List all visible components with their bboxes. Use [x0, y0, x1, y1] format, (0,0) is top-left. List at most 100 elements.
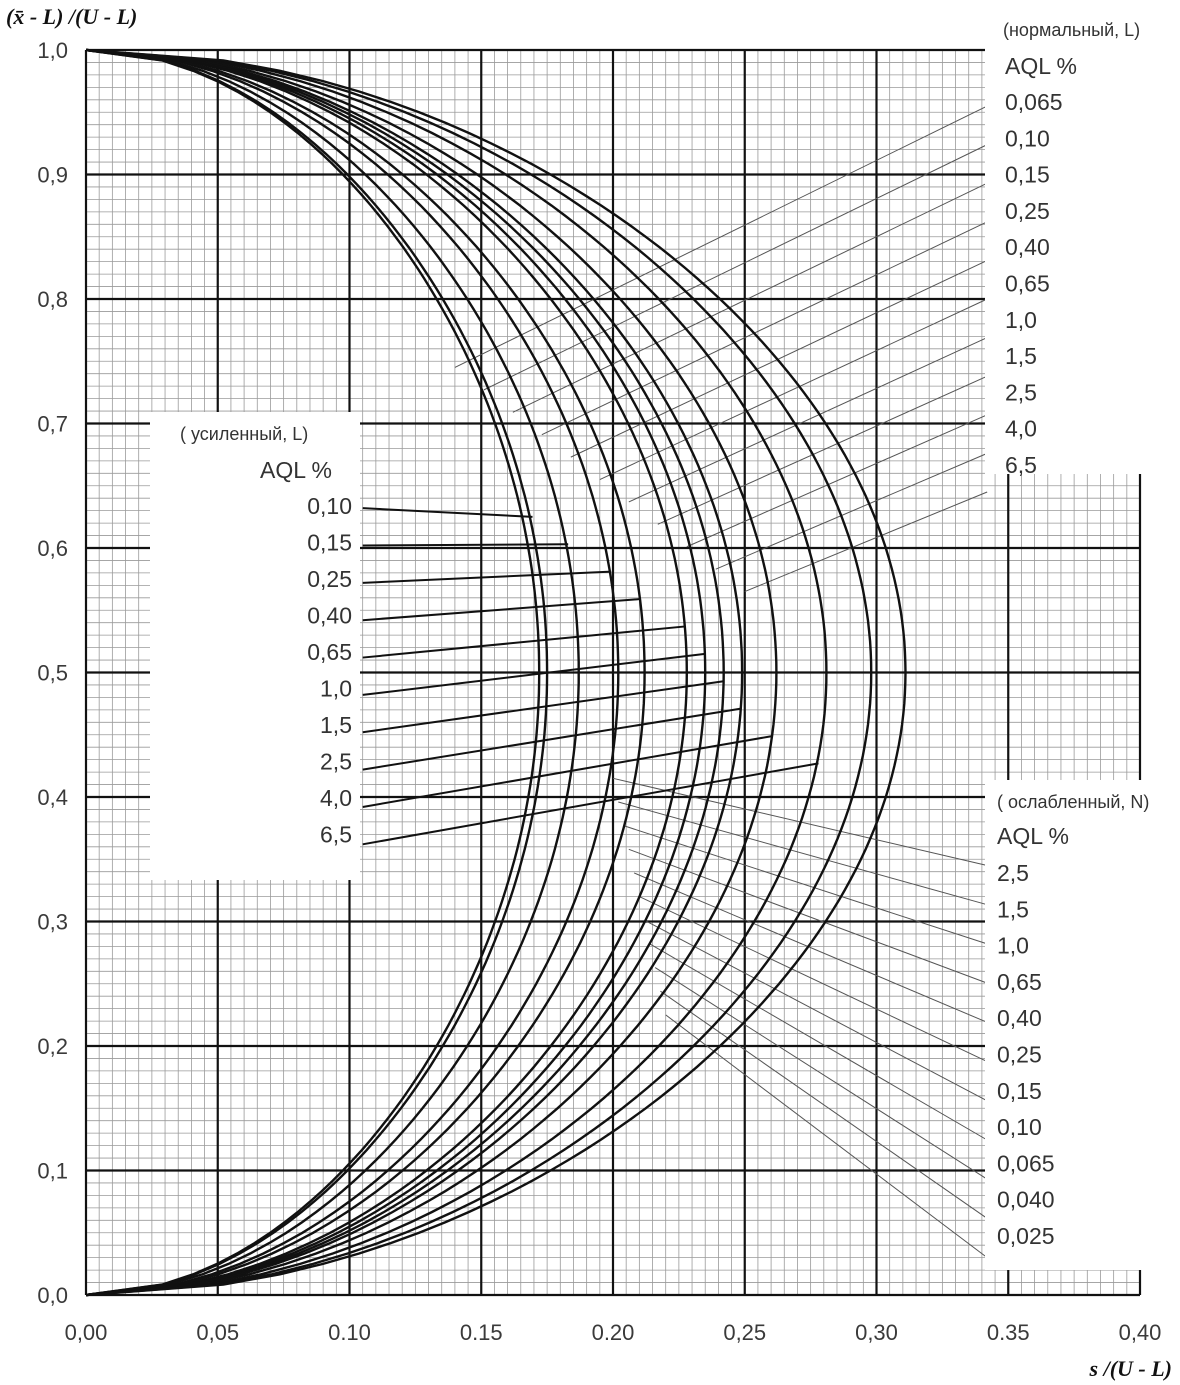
reduced-aql-level: 1,5 [997, 896, 1029, 922]
y-tick-label: 0,4 [37, 785, 68, 810]
normal-aql-level: 1,5 [1005, 343, 1037, 369]
acceptance-curve [85, 48, 725, 1297]
x-tick-label: 0,00 [65, 1320, 108, 1345]
normal-label-panel [985, 14, 1180, 474]
normal-aql-labels: (нормальный, L) AQL % 0,065 0,10 0,15 0,25 0… [1003, 20, 1140, 478]
x-tick-label: 0.15 [460, 1320, 503, 1345]
acceptance-curve [85, 48, 646, 1297]
tightened-leader-line [362, 507, 533, 518]
acceptance-curves [85, 48, 907, 1297]
y-tick-label: 0,5 [37, 661, 68, 686]
tightened-aql-level: 0,10 [307, 493, 352, 519]
y-tick-label: 0,7 [37, 412, 68, 437]
normal-guide-line [483, 144, 988, 391]
normal-aql-level: 0,15 [1005, 162, 1050, 188]
tightened-aql-level: 6,5 [320, 822, 352, 848]
x-tick-label: 0.10 [328, 1320, 371, 1345]
acceptance-curve [85, 48, 541, 1297]
normal-aql-level: 0,10 [1005, 125, 1050, 151]
x-tick-label: 0,25 [723, 1320, 766, 1345]
tightened-aql-level: 1,0 [320, 676, 352, 702]
normal-aql-level: 6,5 [1005, 452, 1037, 478]
tightened-leader-line [362, 652, 706, 696]
y-tick-label: 0,6 [37, 536, 68, 561]
tightened-aql-title: AQL % [260, 457, 332, 483]
reduced-guide-line [665, 1014, 988, 1259]
tightened-leader-line [362, 543, 569, 547]
normal-aql-level: 0,25 [1005, 198, 1050, 224]
acceptance-curve [85, 48, 828, 1297]
reduced-aql-level: 0,65 [997, 969, 1042, 995]
normal-aql-title: AQL % [1005, 53, 1077, 79]
normal-guide-line [599, 298, 988, 480]
top-right-panel [1000, 14, 1180, 34]
acceptance-curve [85, 48, 744, 1297]
reduced-aql-level: 0,040 [997, 1187, 1055, 1213]
reduced-guide-line [623, 825, 988, 945]
reduced-guide-line [644, 919, 988, 1102]
normal-guide-line [715, 452, 988, 570]
reduced-label-panel [985, 780, 1180, 1270]
tightened-aql-level: 1,5 [320, 712, 352, 738]
tightened-label-panel [150, 412, 360, 880]
reduced-aql-level: 0,065 [997, 1150, 1055, 1176]
y-tick-label: 0,1 [37, 1159, 68, 1184]
tightened-aql-labels: ( усиленный, L) AQL % 0,10 0,15 0,25 0,40 0,… [180, 424, 352, 848]
tightened-aql-level: 0,40 [307, 603, 352, 629]
x-axis-title: s /(U - L) [1089, 1356, 1172, 1381]
tightened-leader-line [362, 625, 686, 659]
normal-aql-level: 0,40 [1005, 234, 1050, 260]
reduced-aql-level: 0,025 [997, 1223, 1055, 1249]
reduced-aql-level: 0,40 [997, 1005, 1042, 1031]
acceptance-curve [85, 48, 873, 1297]
tightened-leader-lines [362, 507, 819, 846]
normal-guide-line [512, 182, 988, 413]
normal-aql-level: 0,65 [1005, 271, 1050, 297]
x-tick-label: 0.20 [592, 1320, 635, 1345]
acceptance-curve [85, 48, 580, 1297]
acceptance-curve [85, 48, 907, 1297]
reduced-guide-line [649, 943, 988, 1141]
tightened-leader-line [362, 707, 742, 771]
reduced-guide-line [654, 967, 988, 1180]
tightened-aql-level: 0,65 [307, 639, 352, 665]
tightened-aql-level: 0,15 [307, 530, 352, 556]
reduced-guide-line [633, 872, 988, 1023]
axis-ticks: 0,00 0,05 0.10 0.15 0.20 0,25 0,30 0.35 0,40 0,0 0… [37, 38, 1161, 1345]
tightened-leader-line [362, 762, 819, 846]
reduced-aql-level: 0,25 [997, 1042, 1042, 1068]
reduced-guide-line [660, 990, 988, 1219]
x-tick-label: 0,40 [1119, 1320, 1162, 1345]
x-tick-label: 0,30 [855, 1320, 898, 1345]
normal-guide-line [570, 259, 988, 458]
y-tick-label: 0,3 [37, 910, 68, 935]
y-tick-label: 0,2 [37, 1034, 68, 1059]
reduced-aql-level: 0,15 [997, 1078, 1042, 1104]
reduced-guide-line [618, 801, 988, 906]
tightened-aql-level: 0,25 [307, 566, 352, 592]
acceptance-curve [85, 48, 689, 1297]
tightened-aql-level: 2,5 [320, 749, 352, 775]
normal-guide-line [628, 337, 988, 503]
tightened-leader-line [362, 735, 773, 808]
acceptance-curve [85, 48, 620, 1297]
y-axis-title: (x̄ - L) /(U - L) [6, 4, 137, 29]
acceptance-curve [85, 48, 778, 1297]
reduced-aql-level: 2,5 [997, 860, 1029, 886]
tightened-aql-level: 4,0 [320, 785, 352, 811]
tightened-leader-line [362, 598, 641, 622]
normal-aql-level: 4,0 [1005, 416, 1037, 442]
normal-guide-line [744, 491, 988, 593]
x-tick-label: 0,05 [196, 1320, 239, 1345]
reduced-aql-level: 0,10 [997, 1114, 1042, 1140]
normal-guide-line [686, 414, 988, 548]
normal-aql-level: 1,0 [1005, 307, 1037, 333]
y-tick-label: 0,8 [37, 287, 68, 312]
tightened-leader-line [362, 680, 724, 734]
reduced-aql-title: AQL % [997, 823, 1069, 849]
acceptance-curve [85, 48, 707, 1297]
y-tick-label: 0,0 [37, 1283, 68, 1308]
y-tick-label: 0,9 [37, 163, 68, 188]
normal-guide-line [454, 105, 988, 368]
